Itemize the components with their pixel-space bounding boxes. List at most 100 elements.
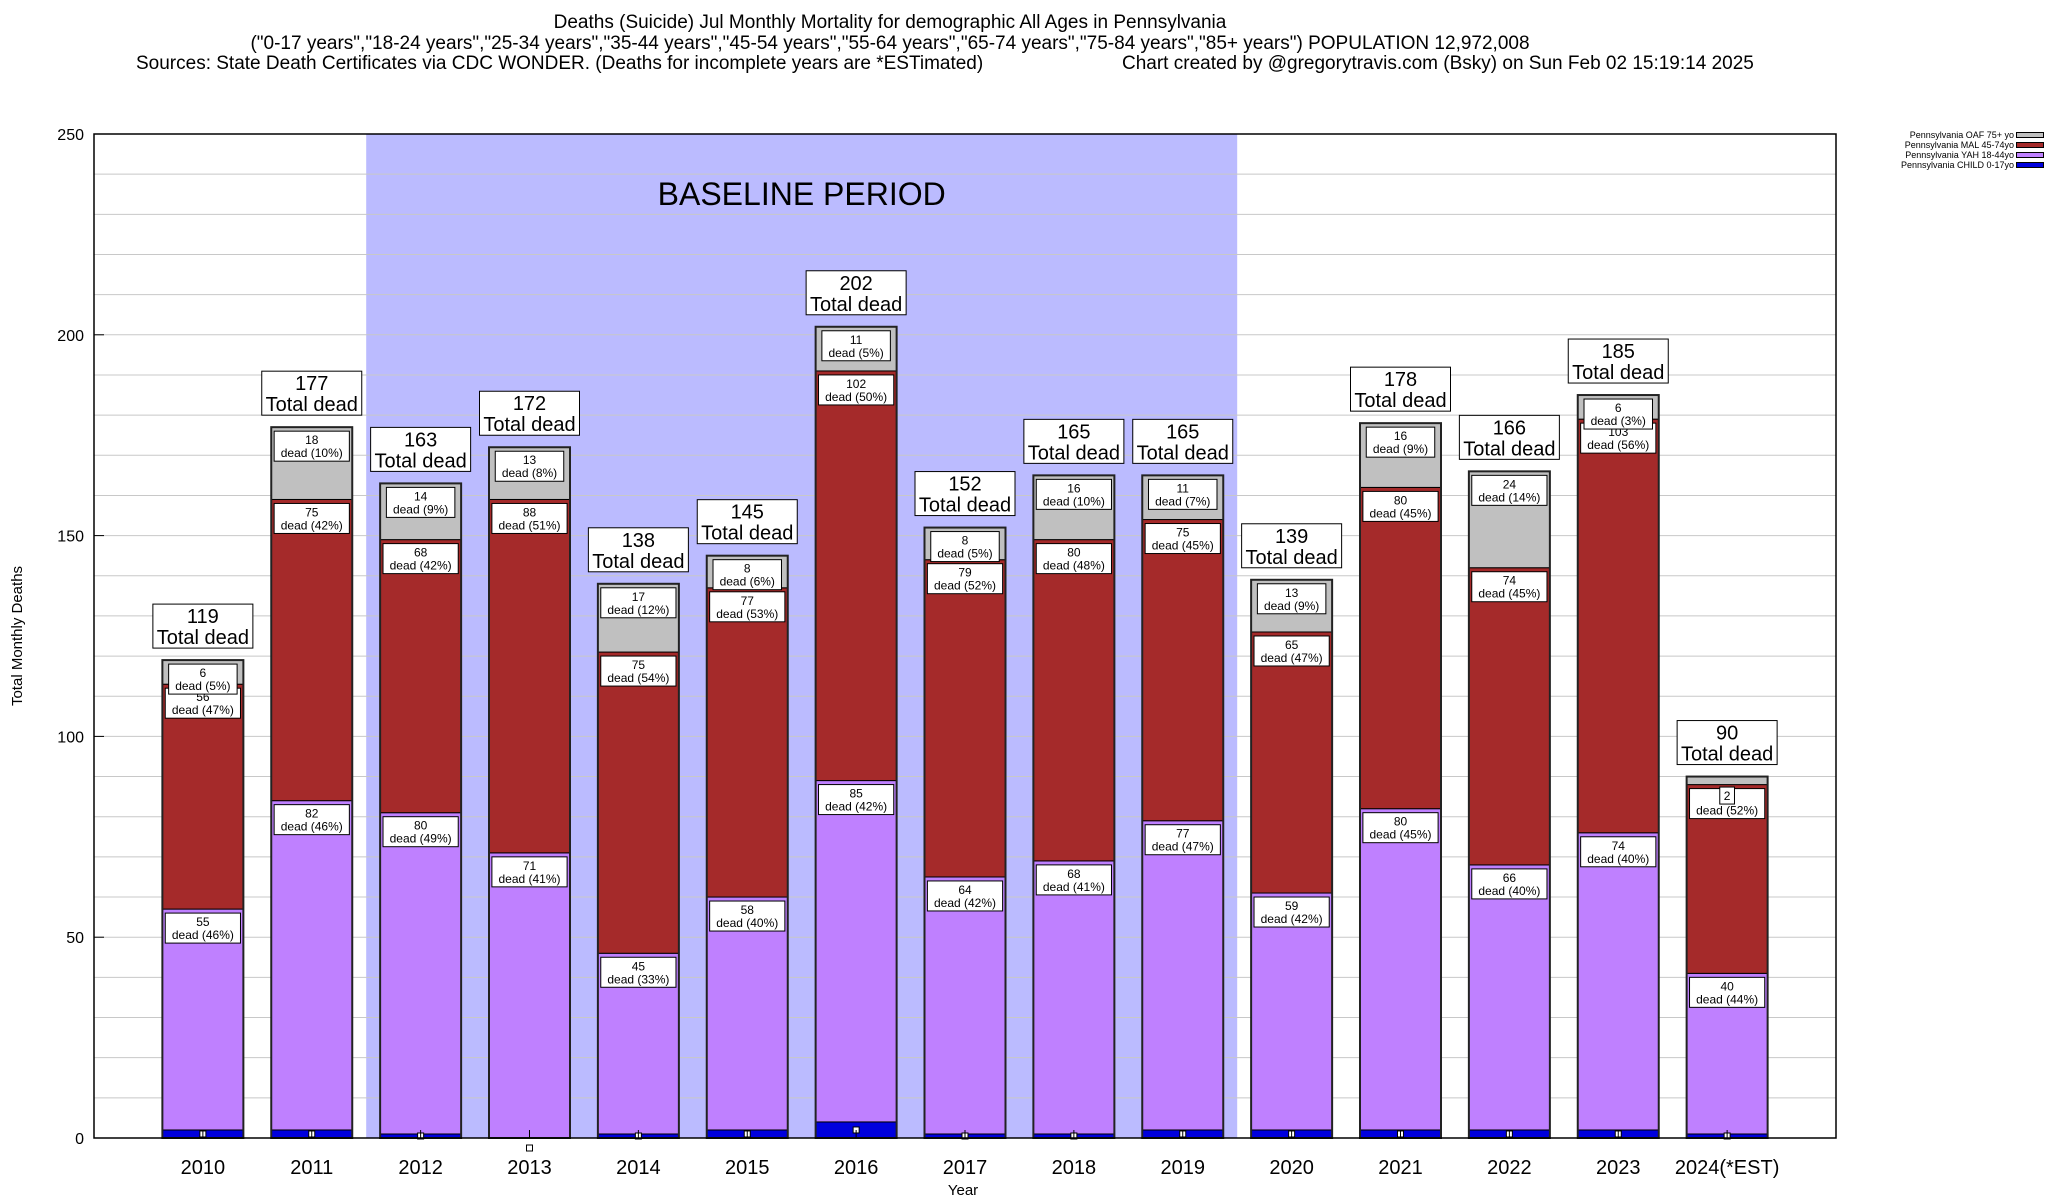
- data-label-text: 24: [1503, 477, 1517, 491]
- total-value: 178: [1384, 369, 1417, 391]
- data-label-text: dead (14%): [1478, 490, 1540, 504]
- x-tick-label: 2012: [398, 1157, 443, 1179]
- data-label-text: dead (7%): [1155, 494, 1210, 508]
- data-label-text: dead (42%): [825, 800, 887, 814]
- data-label-box: [382, 543, 459, 575]
- data-label-box: [491, 856, 568, 888]
- chart-subtitle: ("0-17 years","18-24 years","25-34 years…: [250, 33, 1530, 54]
- bar-segment: [1577, 418, 1660, 834]
- data-label-box: [1144, 824, 1221, 856]
- data-label-box: [600, 956, 677, 988]
- data-label-text: 77: [1176, 827, 1190, 841]
- baseline-period-label: BASELINE PERIOD: [658, 176, 946, 212]
- data-label-text: dead (33%): [607, 972, 669, 986]
- data-label-text: dead (40%): [1478, 884, 1540, 898]
- data-label-text: 40: [1720, 979, 1734, 993]
- data-label-text: 8: [962, 534, 969, 548]
- total-label-box: [1132, 418, 1234, 464]
- total-label-box: [1350, 366, 1451, 412]
- total-label-box: [805, 270, 907, 316]
- data-label-text: 77: [741, 594, 755, 608]
- total-value: 177: [295, 373, 328, 395]
- data-label-text: dead (10%): [1043, 494, 1105, 508]
- legend-item: Pennsylvania CHILD 0-17yo: [1860, 160, 2046, 170]
- data-label-text: 65: [1285, 638, 1299, 652]
- data-label-text: dead (52%): [1696, 804, 1758, 818]
- data-label-box: [1035, 543, 1112, 575]
- data-label-text: 16: [1067, 481, 1081, 495]
- data-label-text: dead (12%): [607, 603, 669, 617]
- data-label-box: [1253, 896, 1330, 928]
- x-tick-label: 2016: [834, 1157, 879, 1179]
- total-suffix: Total dead: [157, 627, 249, 649]
- data-label-text: 85: [849, 787, 863, 801]
- x-tick-label: 2024(*EST): [1675, 1157, 1780, 1179]
- data-label-text: 68: [1067, 867, 1081, 881]
- data-label-box: [1035, 864, 1112, 896]
- data-label-box: [818, 374, 895, 406]
- total-value: 119: [187, 606, 219, 628]
- total-value: 152: [948, 474, 981, 496]
- total-suffix: Total dead: [483, 414, 575, 436]
- y-tick-label: 200: [57, 328, 84, 345]
- data-label-text: dead (9%): [1373, 442, 1428, 456]
- data-label-text: 74: [1612, 839, 1626, 853]
- legend-item: Pennsylvania OAF 75+ yo: [1860, 130, 2046, 140]
- data-label-box: [1365, 426, 1436, 458]
- y-tick-label: 0: [75, 1131, 84, 1148]
- bar-segment: [1577, 832, 1660, 1131]
- data-label-text: dead (8%): [502, 466, 557, 480]
- total-suffix: Total dead: [266, 394, 358, 416]
- total-value: 172: [513, 393, 546, 415]
- data-label-text: dead (45%): [1369, 828, 1431, 842]
- total-value: 165: [1166, 421, 1199, 443]
- data-label-box: [385, 486, 456, 518]
- data-label-text: 80: [414, 819, 428, 833]
- data-label-text: dead (3%): [1591, 414, 1646, 428]
- data-label-text: 59: [1285, 899, 1299, 913]
- total-label-box: [152, 603, 254, 649]
- total-label-box: [1676, 720, 1778, 766]
- bar-segment: [1032, 539, 1115, 862]
- legend-label: Pennsylvania OAF 75+ yo: [1909, 130, 2014, 140]
- legend-label: Pennsylvania YAH 18-44yo: [1905, 150, 2014, 160]
- bar-segment: [1250, 631, 1333, 894]
- total-value: 163: [404, 429, 437, 451]
- data-label-box: [1144, 523, 1221, 555]
- total-suffix: Total dead: [810, 294, 902, 316]
- data-label-text: dead (10%): [281, 446, 343, 460]
- total-label-box: [261, 370, 363, 416]
- data-label-text: 55: [196, 915, 210, 929]
- legend-swatch: [2016, 132, 2044, 138]
- data-label-box: [818, 784, 895, 816]
- data-label-box: [930, 531, 1000, 563]
- bar-segment: [379, 812, 462, 1135]
- total-suffix: Total dead: [1572, 362, 1664, 384]
- data-label-box: [926, 880, 1004, 912]
- x-tick-label: 2021: [1378, 1157, 1423, 1179]
- total-value: 185: [1602, 341, 1635, 363]
- total-value: 202: [839, 273, 872, 295]
- legend-label: Pennsylvania CHILD 0-17yo: [1900, 160, 2014, 170]
- data-label-box: [1583, 398, 1653, 430]
- data-label-text: dead (48%): [1043, 559, 1105, 573]
